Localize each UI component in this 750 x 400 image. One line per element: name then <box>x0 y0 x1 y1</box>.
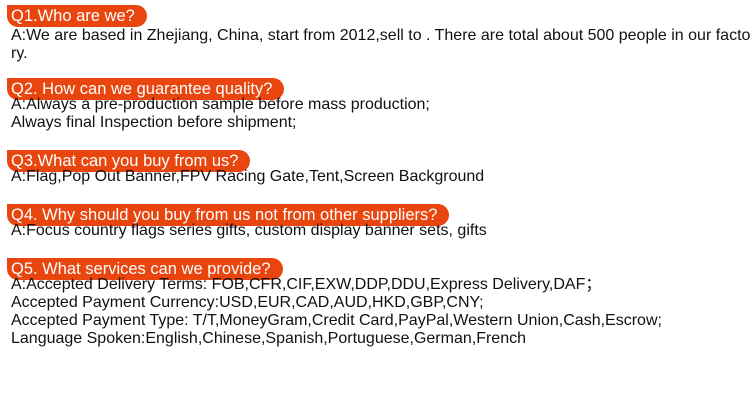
answer-line: Accepted Payment Currency:USD,EUR,CAD,AU… <box>11 294 484 311</box>
question-badge-q4: Q4. Why should you buy from us not from … <box>7 204 450 226</box>
question-badge-q2: Q2. How can we guarantee quality? <box>7 78 285 100</box>
answer-line: A:Flag,Pop Out Banner,FPV Racing Gate,Te… <box>11 168 485 185</box>
answer-q1: A:We are based in Zhejiang, China, start… <box>11 27 750 63</box>
answer-q2: A:Always a pre-production sample before … <box>11 96 430 132</box>
answer-line: A:Focus country flags series gifts, cust… <box>11 222 487 239</box>
answer-q3: A:Flag,Pop Out Banner,FPV Racing Gate,Te… <box>11 168 484 186</box>
answer-line: Accepted Payment Type: T/T,MoneyGram,Cre… <box>11 312 662 329</box>
answer-q4: A:Focus country flags series gifts, cust… <box>11 222 487 240</box>
answer-line: Always final Inspection before shipment; <box>11 114 297 131</box>
answer-line: A:We are based in Zhejiang, China, start… <box>11 27 750 44</box>
answer-line: A:Accepted Delivery Terms: FOB,CFR,CIF,E… <box>11 276 602 293</box>
answer-line: A:Always a pre-production sample before … <box>11 96 430 113</box>
question-badge-q1: Q1.Who are we? <box>7 5 147 27</box>
answer-line: ry. <box>11 45 28 62</box>
answer-q5: A:Accepted Delivery Terms: FOB,CFR,CIF,E… <box>11 276 662 348</box>
question-badge-q5: Q5. What services can we provide? <box>7 258 283 280</box>
question-badge-q3: Q3.What can you buy from us? <box>7 150 251 172</box>
answer-line: Language Spoken:English,Chinese,Spanish,… <box>11 330 526 347</box>
